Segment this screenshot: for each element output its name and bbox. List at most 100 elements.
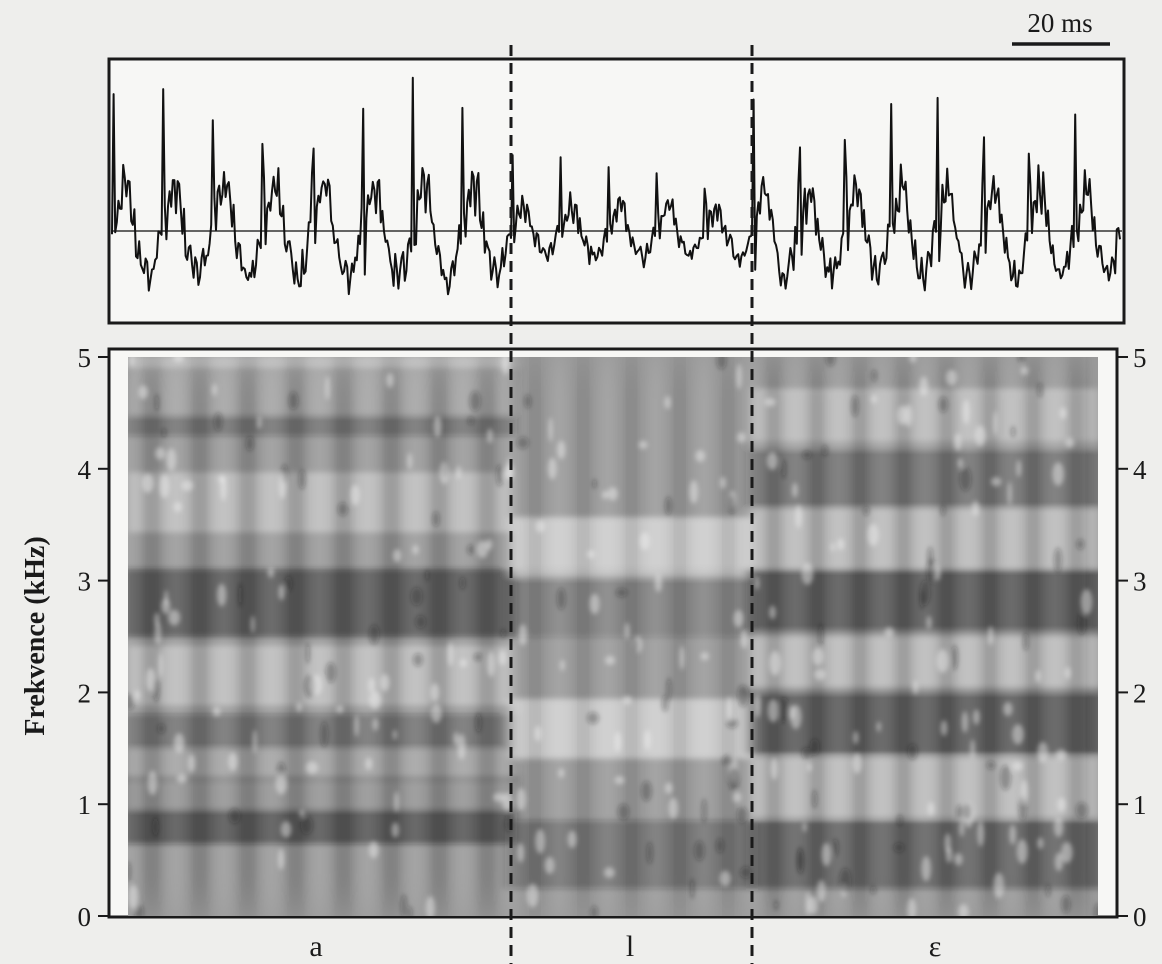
speckle: [639, 532, 650, 550]
speckle: [970, 739, 975, 760]
speckle: [812, 789, 818, 809]
speckle: [795, 504, 802, 529]
speckle: [278, 584, 285, 601]
speckle: [1076, 539, 1085, 550]
striation-light-2-6: [1006, 357, 1017, 916]
speckle: [904, 404, 913, 427]
y-axis-label: Frekvence (kHz): [20, 536, 51, 735]
speckle: [159, 474, 170, 499]
speckle: [495, 464, 504, 487]
speckle: [974, 425, 986, 447]
speckle: [1075, 802, 1088, 819]
speckle: [1000, 765, 1012, 791]
speckle: [1007, 481, 1012, 506]
speckle: [425, 569, 430, 582]
striation-light-2-4: [919, 357, 931, 916]
speckle: [173, 357, 185, 363]
speckle: [467, 416, 474, 426]
speckle: [807, 762, 812, 772]
speckle: [839, 868, 851, 893]
speckle: [601, 490, 609, 500]
speckle: [792, 482, 798, 498]
striation-2-0: [764, 357, 784, 916]
speckle: [830, 542, 835, 552]
speckle: [300, 816, 313, 835]
speckle: [589, 593, 600, 615]
speckle: [695, 450, 706, 462]
speckle: [728, 767, 740, 792]
speckle: [372, 717, 379, 731]
speckle: [473, 653, 483, 662]
speckle: [154, 393, 159, 412]
segment-label-l: l: [626, 930, 634, 963]
speckle: [1003, 702, 1013, 717]
speckle: [801, 747, 812, 760]
striation-0-3: [285, 357, 307, 916]
speckle: [1065, 437, 1075, 448]
speckle: [909, 357, 917, 363]
speckle: [959, 819, 965, 837]
speckle: [1017, 357, 1025, 362]
waveform-trace: [111, 76, 1121, 296]
speckle: [958, 904, 969, 916]
speckle: [173, 501, 182, 513]
scale-bar: 20 ms: [1012, 8, 1110, 46]
striation-light-0-2: [218, 357, 230, 916]
speckle: [129, 357, 135, 367]
striation-1-4: [717, 357, 739, 916]
y-tick-label-right-2: 2: [1133, 678, 1147, 708]
speckle: [218, 475, 226, 484]
speckle: [425, 896, 435, 916]
speckle: [393, 549, 402, 563]
speckle: [654, 574, 663, 592]
speckle: [158, 652, 163, 678]
speckle: [954, 433, 962, 451]
speckle: [802, 450, 812, 459]
speckle: [275, 773, 287, 795]
speckle: [252, 729, 257, 754]
speckle: [767, 699, 779, 723]
speckle: [986, 760, 996, 770]
speckle: [615, 588, 628, 598]
speckle: [938, 396, 948, 413]
speckle: [1052, 462, 1064, 486]
speckle: [661, 695, 669, 712]
y-tick-label-right-1: 1: [1133, 790, 1147, 820]
speckle: [973, 709, 980, 725]
speckle: [1057, 797, 1066, 812]
speckle: [987, 626, 994, 646]
speckle: [1037, 382, 1043, 398]
speckle: [754, 693, 761, 718]
speckle: [1037, 741, 1049, 763]
speckle: [690, 878, 695, 900]
speckle: [871, 369, 877, 382]
y-axis-right: 0 1 2 3 4 5: [1117, 343, 1147, 932]
speckle: [138, 385, 149, 400]
segment-labels: a l ε: [309, 930, 941, 963]
speckle: [1016, 839, 1028, 864]
striation-light-2-5: [963, 357, 974, 916]
speckle: [187, 754, 196, 773]
speckle: [1037, 837, 1044, 849]
speckle: [153, 678, 160, 703]
speckle: [726, 718, 738, 729]
speckle: [944, 833, 952, 854]
speckle: [459, 659, 468, 668]
speckle: [154, 622, 162, 645]
speckle: [493, 792, 505, 802]
speckle: [433, 415, 442, 438]
speckle: [369, 691, 381, 710]
speckle: [369, 841, 379, 859]
speckle: [1016, 460, 1022, 477]
speckle: [1077, 612, 1086, 635]
striation-light-0-0: [128, 357, 134, 916]
y-tick-label-left-4: 4: [78, 455, 92, 485]
spectrogram-highlights: [128, 357, 1098, 916]
speckle: [954, 853, 963, 866]
speckle: [1035, 670, 1041, 683]
speckle: [797, 849, 804, 875]
speckle: [617, 803, 630, 821]
speckle: [701, 798, 707, 824]
speckle: [1080, 589, 1093, 615]
speckle: [728, 494, 735, 515]
